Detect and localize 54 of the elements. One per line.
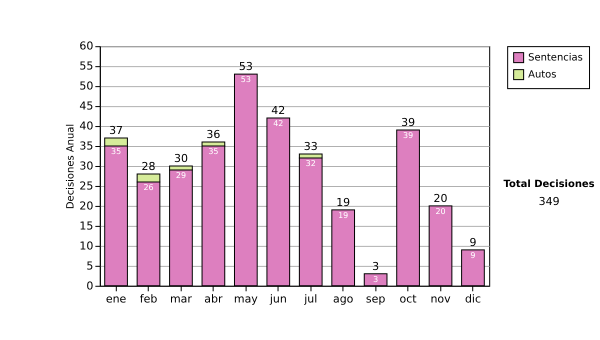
y-axis-title: Decisiones Anual [65,124,76,210]
y-tick-label: 35 [79,140,94,153]
total-label: 42 [271,104,286,118]
data-label: 9 [470,250,476,260]
x-tick-label: feb [140,292,158,306]
y-tick-label: 45 [79,100,94,113]
x-tick-label: mar [170,292,192,306]
data-label: 32 [306,158,316,168]
total-label: 3 [372,260,380,273]
total-label: 37 [109,124,124,138]
text: 349 [538,194,560,208]
total-label: 9 [469,236,476,249]
x-tick-label: oct [400,292,418,306]
legend-label: Autos [528,70,556,81]
x-tick-label: sep [366,292,386,306]
y-tick-label: 10 [79,239,94,252]
total-label: 53 [238,60,253,74]
data-label: 53 [240,75,251,84]
data-label: 39 [403,131,414,140]
data-label: 29 [176,170,186,180]
x-tick-label: dic [464,292,481,306]
y-tick-label: 15 [79,219,94,232]
x-tick-label: ago [332,292,354,306]
data-label: 35 [208,147,218,156]
y-tick-label: 55 [79,60,94,73]
y-tick-label: 25 [79,179,94,192]
x-tick-label: may [234,292,258,306]
total-label: 20 [434,192,448,205]
y-tick-label: 40 [79,120,94,133]
data-label: 20 [435,206,446,216]
y-tick-label: 30 [79,159,94,172]
x-tick-label: abr [204,292,223,306]
text: Total Decisiones [504,178,595,190]
x-tick-label: jul [303,292,318,306]
x-tick-label: jun [268,292,287,306]
data-label: 3 [373,274,378,284]
total-label: 36 [206,128,220,142]
legend-label: Sentencias [528,52,583,64]
total-label: 33 [304,140,318,154]
total-label: 28 [142,160,156,173]
y-tick-label: 20 [79,199,94,212]
data-label: 35 [110,147,122,156]
y-tick-label: 50 [79,80,94,93]
total-label: 39 [401,116,416,130]
data-label: 19 [338,210,348,220]
y-tick-label: 60 [79,40,94,53]
total-label: 30 [174,152,188,165]
data-label: 26 [143,182,154,192]
x-tick-label: ene [106,292,127,306]
y-tick-label: 0 [86,279,94,292]
total-label: 19 [336,196,350,209]
y-tick-label: 5 [86,259,94,272]
x-tick-label: nov [430,292,452,306]
data-label: 42 [273,119,284,128]
